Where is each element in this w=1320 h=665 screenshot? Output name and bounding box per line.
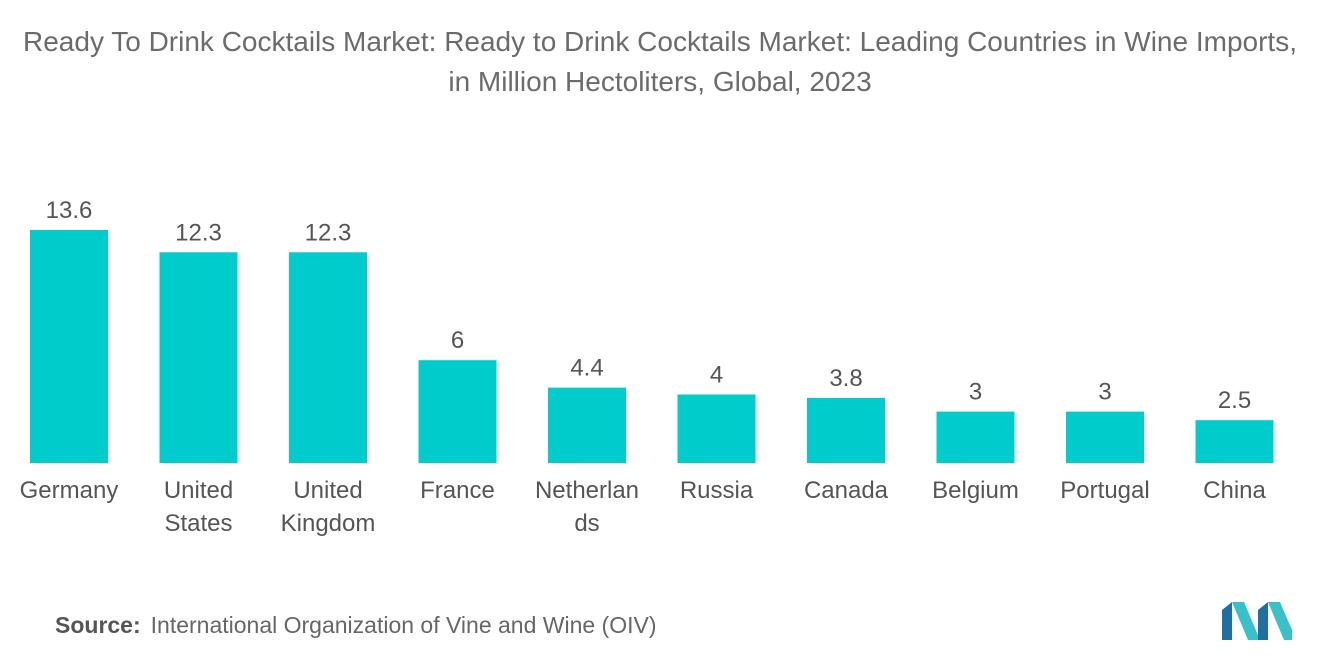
category-label: United Kingdom: [281, 477, 376, 537]
category-label-line: States: [164, 510, 232, 537]
source-note: Source: International Organization of Vin…: [55, 612, 657, 639]
bar-china: [1195, 420, 1274, 463]
category-labels-group: Germany United States United Kingdom France Ne…: [20, 477, 1267, 537]
value-label: 13.6: [46, 197, 93, 224]
value-label: 2.5: [1218, 387, 1251, 414]
bar-russia: [677, 394, 756, 463]
category-label: Netherlan ds: [535, 477, 639, 537]
category-label: Germany: [20, 477, 119, 504]
category-label: Russia: [680, 477, 754, 504]
bar-united-states: [159, 252, 238, 463]
chart-title: Ready To Drink Cocktails Market: Ready t…: [23, 26, 1297, 97]
source-text: International Organization of Vine and W…: [150, 612, 657, 638]
value-label: 3.8: [829, 365, 862, 392]
value-label: 4.4: [570, 355, 603, 382]
category-label-line: Netherlan: [535, 477, 639, 504]
category-label-line: Russia: [680, 477, 754, 504]
category-label-line: United: [164, 477, 233, 504]
category-label-line: ds: [574, 510, 599, 537]
category-label: France: [420, 477, 495, 504]
bar-france: [418, 360, 497, 463]
value-labels-group: 13.6 12.3 12.3 6 4.4 4 3.8 3 3 2.5: [46, 197, 1252, 414]
category-label-line: Belgium: [932, 477, 1019, 504]
category-label-line: France: [420, 477, 495, 504]
category-label: Belgium: [932, 477, 1019, 504]
value-label: 3: [969, 379, 982, 406]
category-label-line: Canada: [804, 477, 889, 504]
value-label: 3: [1098, 379, 1111, 406]
category-label-line: Germany: [20, 477, 119, 504]
value-label: 6: [451, 327, 464, 354]
value-label: 4: [710, 361, 723, 388]
bar-netherlands: [548, 387, 626, 463]
bar-canada: [807, 397, 885, 463]
category-label-line: United: [293, 477, 362, 504]
bar-belgium: [936, 411, 1015, 463]
category-label-line: Kingdom: [281, 510, 376, 537]
category-label-line: China: [1203, 477, 1266, 504]
source-label: Source:: [55, 612, 141, 638]
category-label: China: [1203, 477, 1266, 504]
bars-group: [30, 230, 1274, 463]
value-label: 12.3: [175, 219, 222, 246]
mordor-intelligence-logo-icon: [1222, 602, 1292, 640]
bar-portugal: [1066, 411, 1144, 463]
bar-chart: 13.6 12.3 12.3 6 4.4 4 3.8 3 3 2.5 Germany United S…: [20, 197, 1274, 537]
bar-united-kingdom: [289, 252, 367, 463]
category-label: Portugal: [1060, 477, 1149, 504]
bar-germany: [30, 230, 108, 463]
category-label-line: Portugal: [1060, 477, 1149, 504]
value-label: 12.3: [305, 219, 352, 246]
category-label: Canada: [804, 477, 889, 504]
category-label: United States: [164, 477, 233, 537]
